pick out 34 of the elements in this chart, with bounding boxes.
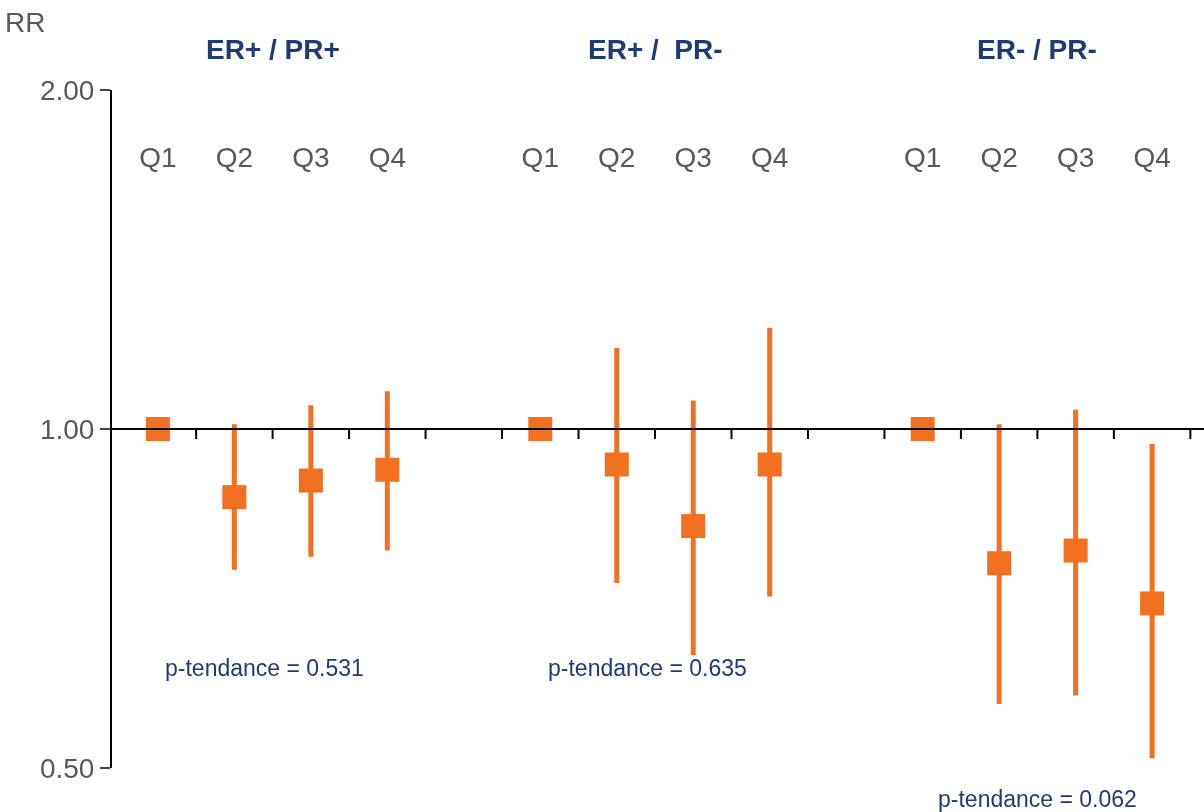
x-tick-label: Q2 [598, 141, 636, 173]
point [1063, 538, 1088, 563]
point [604, 452, 629, 477]
point [528, 417, 553, 441]
annotation: p-tendance = 0.531 [165, 655, 364, 681]
point [987, 551, 1012, 576]
y-tick-label: 2.00 [39, 74, 95, 106]
text: ER- / PR- [977, 34, 1097, 65]
point [298, 468, 323, 493]
x-tick-label: Q3 [292, 141, 330, 173]
text: p-tendance = 0.062 [938, 786, 1137, 812]
x-tick-label: Q1 [904, 141, 942, 173]
text: ER+ / PR- [588, 34, 723, 65]
x-tick-label: Q2 [215, 141, 254, 173]
point [375, 457, 400, 482]
x-tick-label: Q4 [1133, 141, 1171, 173]
point [1140, 591, 1165, 616]
x-tick-label: Q2 [980, 141, 1018, 173]
annotation: p-tendance = 0.635 [548, 655, 747, 681]
text: ER+ / PR+ [206, 34, 340, 65]
point [145, 417, 170, 441]
x-tick-label: Q3 [1056, 141, 1095, 173]
point [681, 514, 706, 539]
x-tick-label: Q4 [368, 141, 406, 173]
x-tick-label: Q4 [751, 141, 789, 173]
y-tick-label: 0.50 [39, 752, 95, 784]
x-tick-label: Q1 [521, 141, 559, 173]
y-tick-label: 1.00 [39, 413, 95, 445]
point [222, 485, 247, 510]
point [910, 417, 935, 441]
y-axis-title: RR [5, 7, 46, 38]
x-tick-label: Q3 [674, 141, 712, 173]
point [757, 452, 782, 477]
x-tick-label: Q1 [139, 141, 177, 173]
